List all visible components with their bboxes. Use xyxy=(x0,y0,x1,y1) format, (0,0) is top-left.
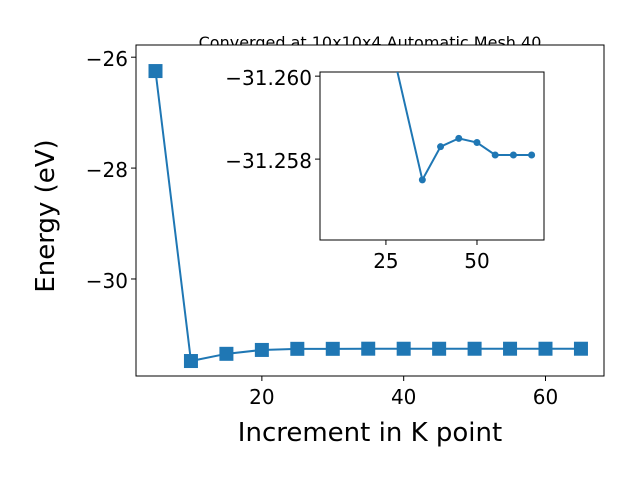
marker xyxy=(503,341,518,356)
marker xyxy=(432,341,447,356)
marker xyxy=(290,341,305,356)
marker xyxy=(148,64,163,79)
x-tick-label: 40 xyxy=(391,385,416,409)
x-axis-label: Increment in K point xyxy=(238,418,502,448)
x-tick-label: 20 xyxy=(249,385,274,409)
y-tick-label: −28 xyxy=(86,158,128,182)
plot-area xyxy=(319,71,545,241)
marker xyxy=(491,151,499,159)
marker xyxy=(361,341,376,356)
y-tick-label: −26 xyxy=(86,47,128,71)
series xyxy=(382,19,536,184)
marker xyxy=(418,176,426,184)
x-tick-label: 25 xyxy=(373,249,398,273)
marker xyxy=(219,346,234,361)
x-tick-label: 50 xyxy=(464,249,489,273)
marker xyxy=(455,134,463,142)
x-tick-label: 60 xyxy=(533,385,558,409)
y-axis-label: Energy (eV) xyxy=(31,139,61,292)
marker xyxy=(183,354,198,369)
y-tick-label: −30 xyxy=(86,269,128,293)
marker xyxy=(467,341,482,356)
marker xyxy=(538,341,553,356)
marker xyxy=(437,143,445,151)
marker xyxy=(325,341,340,356)
marker xyxy=(382,19,389,26)
marker xyxy=(396,341,411,356)
marker xyxy=(509,151,517,159)
marker xyxy=(473,139,481,147)
series xyxy=(148,64,588,369)
marker xyxy=(254,342,269,357)
y-tick-label: −31.260 xyxy=(225,66,312,90)
marker xyxy=(573,341,588,356)
y-tick-label: −31.258 xyxy=(225,149,312,173)
marker xyxy=(528,151,536,159)
